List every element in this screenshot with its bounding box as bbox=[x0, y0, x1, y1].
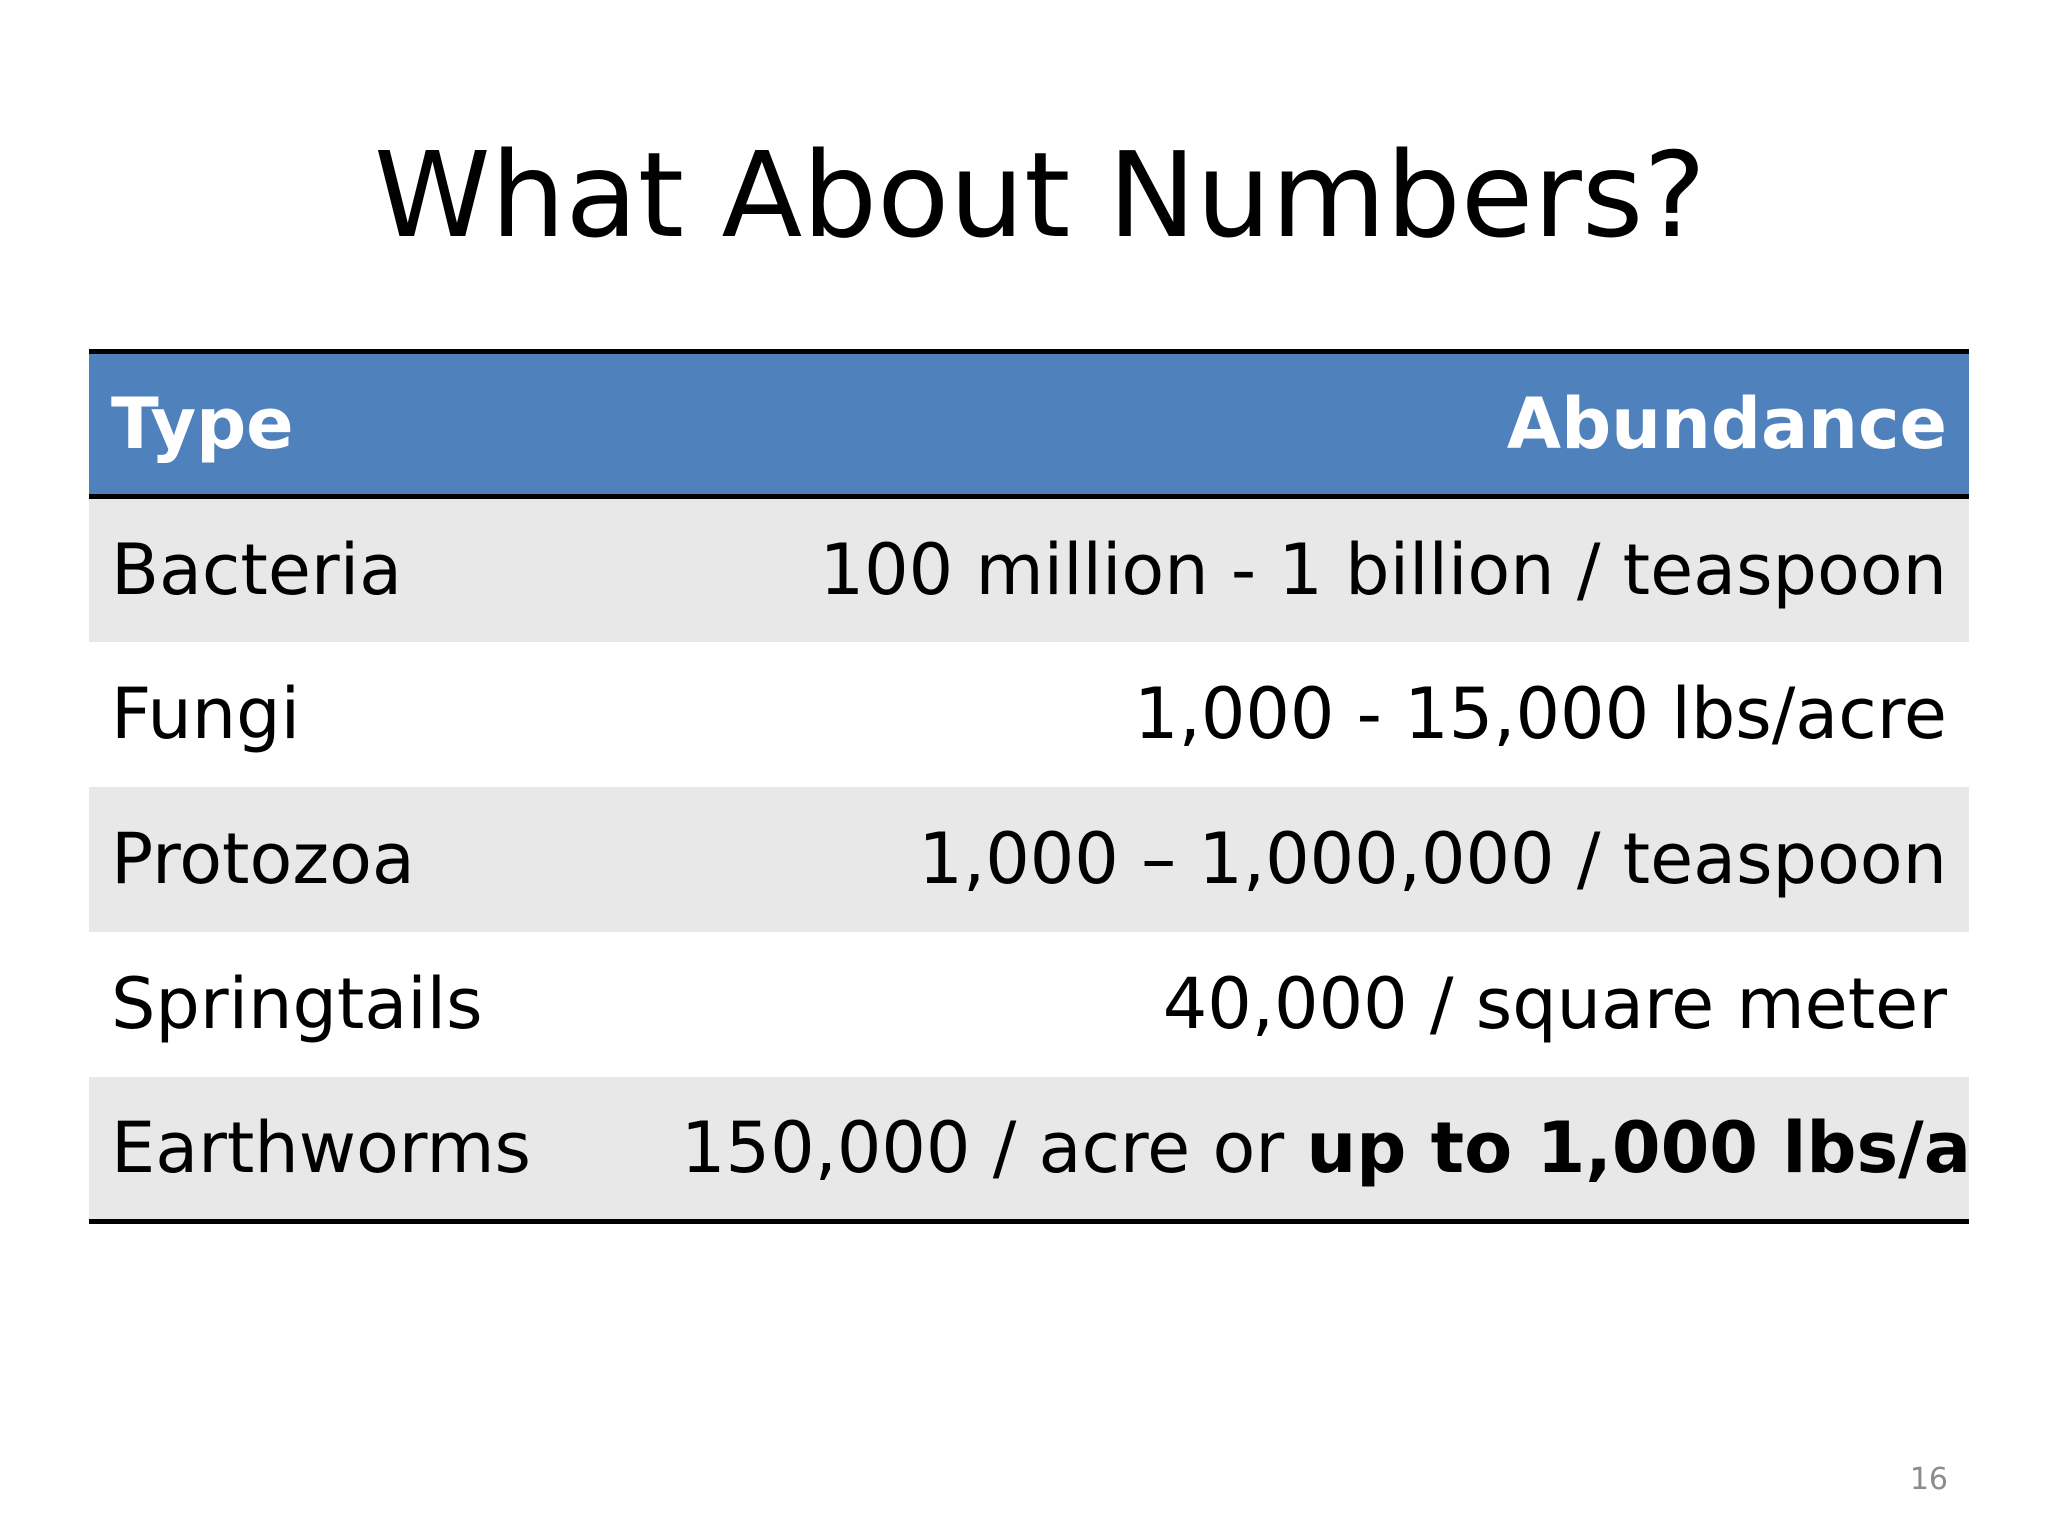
abundance-cell: 40,000 / square meter bbox=[1162, 963, 1947, 1045]
abundance-cell: 100 million - 1 billion / teaspoon bbox=[819, 529, 1947, 612]
table-header-row: Type Abundance bbox=[89, 349, 1969, 499]
abundance-cell: 1,000 - 15,000 lbs/acre bbox=[1134, 673, 1947, 755]
type-cell: Protozoa bbox=[111, 818, 415, 900]
abundance-table: Type Abundance Bacteria 100 million - 1 … bbox=[89, 349, 1969, 1224]
type-cell: Earthworms bbox=[89, 1076, 659, 1224]
page-number: 16 bbox=[1909, 1462, 1948, 1497]
table-row: Fungi 1,000 - 15,000 lbs/acre bbox=[89, 641, 1969, 787]
abundance-cell: 150,000 / acre or up to 1,000 lbs/acre bbox=[659, 1076, 1969, 1224]
type-cell: Springtails bbox=[111, 963, 483, 1045]
abundance-emphasis: up to 1,000 lbs/acre bbox=[1306, 1106, 1969, 1189]
type-cell: Bacteria bbox=[111, 529, 403, 612]
abundance-cell: 1,000 – 1,000,000 / teaspoon bbox=[918, 818, 1947, 900]
table-row: Earthworms 150,000 / acre or up to 1,000… bbox=[89, 1076, 1969, 1224]
table-row: Protozoa 1,000 – 1,000,000 / teaspoon bbox=[89, 786, 1969, 932]
header-type: Type bbox=[89, 349, 659, 499]
header-abundance: Abundance bbox=[659, 349, 1969, 499]
table-row: Springtails 40,000 / square meter bbox=[89, 931, 1969, 1077]
table-row: Bacteria 100 million - 1 billion / teasp… bbox=[89, 496, 1969, 642]
abundance-text: 150,000 / acre or bbox=[681, 1106, 1307, 1189]
type-cell: Fungi bbox=[111, 673, 301, 755]
slide-title: What About Numbers? bbox=[373, 126, 1707, 264]
